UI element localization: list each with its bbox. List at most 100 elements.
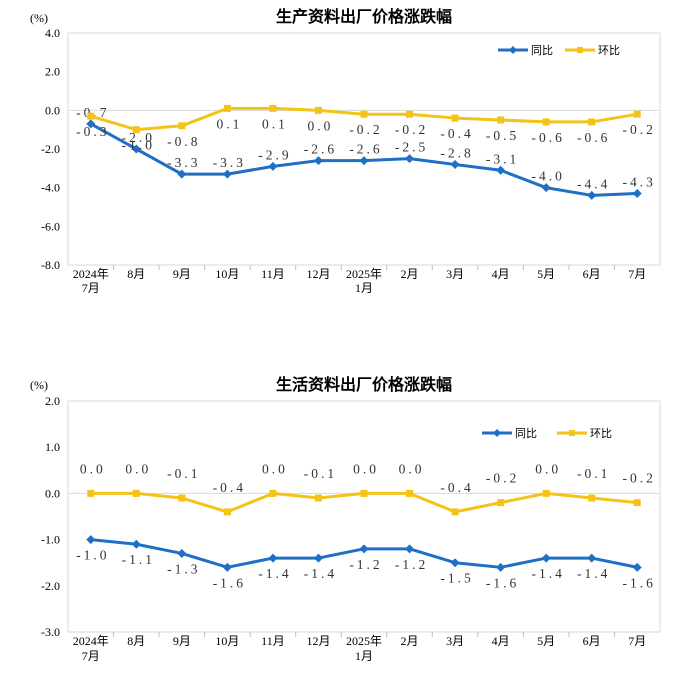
data-label: -0.7 [76, 105, 109, 120]
y-tick-label: 2.0 [45, 65, 60, 79]
plot-frame [67, 32, 661, 266]
data-label: -4.0 [531, 169, 564, 184]
y-tick-label: -3.0 [41, 625, 60, 639]
y-tick-label: 0.0 [45, 103, 60, 117]
data-point [450, 159, 460, 169]
data-label: -4.4 [577, 176, 610, 191]
data-label: -0.1 [577, 466, 610, 481]
data-point [314, 106, 322, 114]
y-tick-label: -1.0 [41, 533, 60, 547]
y-tick-label: 1.0 [45, 440, 60, 454]
data-label: -0.3 [76, 124, 109, 139]
data-point [542, 489, 550, 497]
legend-marker [493, 429, 501, 437]
data-label: 0.1 [216, 116, 242, 131]
series-yoy: -0.7 -2.0 -3.3 -3.3 -2.9 -2.6 -2.6 -2.5 -2.8 -3.1… [76, 105, 656, 200]
data-label: -2.6 [349, 142, 382, 157]
data-point [268, 553, 278, 563]
data-label: -1.4 [531, 566, 564, 581]
data-label: 0.0 [262, 461, 288, 476]
data-point [633, 499, 641, 507]
x-tick-label: 1月 [355, 281, 373, 295]
data-point [222, 562, 232, 572]
data-point [177, 169, 187, 179]
y-tick-label: -6.0 [41, 219, 60, 233]
data-label: -1.4 [258, 566, 291, 581]
data-point [632, 188, 642, 198]
data-label: -1.1 [122, 552, 155, 567]
data-point [541, 553, 551, 563]
data-point [406, 110, 414, 118]
legend-label: 同比 [515, 427, 537, 440]
x-tick-label: 2月 [401, 267, 419, 281]
data-point [542, 118, 550, 126]
x-tick-label: 4月 [492, 634, 510, 648]
data-label: -1.6 [486, 575, 519, 590]
data-point [269, 489, 277, 497]
series-mom: -0.3 -1.0 -0.8 0.1 0.1 0.0 -0.2 -0.2 -0.4 -0.5 -0.… [76, 104, 653, 153]
data-point [87, 112, 95, 120]
data-point [360, 110, 368, 118]
data-label: -0.1 [167, 466, 200, 481]
data-point [633, 110, 641, 118]
data-label: -1.4 [304, 566, 337, 581]
legend: 同比 环比 [482, 427, 612, 440]
data-point [87, 489, 95, 497]
data-label: 0.1 [262, 116, 288, 131]
data-label: -4.3 [623, 174, 656, 189]
y-tick-label: 4.0 [45, 26, 60, 40]
x-tick-label: 6月 [583, 267, 601, 281]
data-label: -3.3 [213, 155, 246, 170]
data-label: 0.0 [399, 461, 425, 476]
data-point [177, 548, 187, 558]
data-point [587, 553, 597, 563]
data-point [223, 508, 231, 516]
data-label: -2.9 [258, 147, 291, 162]
x-tick-label: 10月 [215, 267, 239, 281]
data-point [359, 544, 369, 554]
data-label: -1.0 [76, 548, 109, 563]
data-point [360, 489, 368, 497]
legend-marker [569, 430, 575, 436]
x-tick-label: 12月 [306, 267, 330, 281]
data-label: 0.0 [125, 461, 151, 476]
data-label: -1.6 [213, 575, 246, 590]
data-point [541, 183, 551, 193]
data-point [178, 122, 186, 130]
x-tick-label: 3月 [446, 267, 464, 281]
y-tick-label: -4.0 [41, 181, 60, 195]
data-point [405, 544, 415, 554]
x-tick-label: 11月 [261, 267, 285, 281]
data-point [132, 489, 140, 497]
data-point [450, 558, 460, 568]
data-point [223, 104, 231, 112]
data-point [268, 161, 278, 171]
data-label: -0.1 [304, 466, 337, 481]
data-point [496, 562, 506, 572]
x-tick-label: 2025年 [346, 267, 382, 281]
x-tick-label: 7月 [82, 649, 100, 663]
data-label: -0.8 [167, 134, 200, 149]
x-tick-label: 12月 [306, 634, 330, 648]
x-tick-label: 10月 [215, 634, 239, 648]
x-tick-label: 9月 [173, 634, 191, 648]
data-label: -0.2 [486, 471, 519, 486]
data-label: -0.2 [395, 122, 428, 137]
data-point [178, 494, 186, 502]
data-label: -1.5 [440, 571, 473, 586]
data-label: -0.4 [440, 126, 473, 141]
y-tick-label: -2.0 [41, 579, 60, 593]
x-tick-label: 7月 [82, 281, 100, 295]
data-point [496, 165, 506, 175]
y-unit-label: (%) [30, 378, 48, 392]
data-label: -0.2 [349, 122, 382, 137]
series-yoy: -1.0 -1.1 -1.3 -1.6 -1.4 -1.4 -1.2 -1.2 -1.5 -1.6… [76, 535, 653, 590]
data-point [131, 144, 141, 154]
x-tick-label: 11月 [261, 634, 285, 648]
data-label: -1.3 [167, 561, 200, 576]
data-label: 0.0 [80, 461, 106, 476]
y-unit-label: (%) [30, 11, 48, 25]
data-label: 0.0 [308, 118, 334, 133]
x-tick-label: 7月 [628, 267, 646, 281]
